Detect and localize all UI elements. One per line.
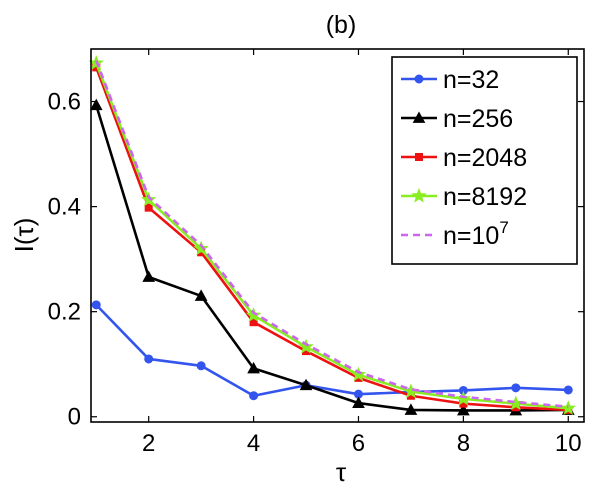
- legend-entry: n=256: [401, 105, 513, 133]
- data-point: [350, 366, 367, 382]
- data-point: [511, 383, 521, 393]
- x-tick-label: 4: [247, 430, 260, 457]
- x-tick-label: 10: [555, 430, 582, 457]
- data-point: [91, 300, 101, 310]
- legend-label: n=2048: [443, 144, 527, 172]
- data-point: [247, 361, 260, 374]
- data-point: [89, 98, 103, 111]
- data-point: [193, 240, 209, 256]
- data-point: [455, 390, 472, 406]
- data-point: [352, 396, 365, 408]
- data-point: [144, 354, 154, 364]
- x-tick-label: 8: [457, 430, 470, 457]
- data-point: [560, 400, 576, 415]
- data-point: [196, 361, 206, 371]
- data-point: [245, 307, 262, 322]
- data-point: [140, 191, 157, 207]
- plot-area-frame: [90, 48, 585, 423]
- x-axis-label: τ: [336, 457, 347, 487]
- data-point: [563, 385, 573, 395]
- legend-entry: n=107: [401, 218, 509, 250]
- legend-label-superscript: 7: [499, 218, 508, 237]
- data-point: [142, 270, 156, 282]
- data-point: [404, 403, 418, 415]
- axis-layer: 2 4 6 8 10 0 0.2 0.4 0.6: [48, 49, 584, 457]
- y-tick-label: 0.2: [48, 299, 81, 326]
- y-tick-label: 0.6: [48, 89, 81, 116]
- data-point: [299, 378, 313, 391]
- series-4: [95, 60, 569, 409]
- legend-marker: [415, 153, 423, 161]
- y-tick-label: 0: [68, 404, 81, 431]
- legend-marker: [414, 74, 424, 84]
- series-3: [88, 55, 576, 415]
- data-point: [298, 338, 314, 354]
- series-layer: [88, 55, 576, 416]
- series-line-0: [95, 303, 569, 398]
- legend-entries: n=32 n=256 n=2048 n=8192 n=107: [401, 66, 527, 250]
- series-line-4: [95, 60, 569, 409]
- data-point: [144, 203, 153, 212]
- data-point: [249, 391, 259, 401]
- x-tick-label: 2: [142, 430, 155, 457]
- legend-entry: n=2048: [401, 144, 527, 172]
- legend-marker: [412, 111, 426, 123]
- x-tick-label: 6: [352, 430, 365, 457]
- legend-entry: n=8192: [401, 183, 527, 211]
- legend-label: n=256: [443, 105, 513, 133]
- legend-label: n=32: [443, 66, 499, 94]
- y-axis-label: I(τ): [9, 218, 39, 253]
- data-point: [457, 403, 470, 416]
- legend-entry: n=32: [401, 66, 499, 94]
- legend-label: n=8192: [443, 183, 527, 211]
- series-line-2: [95, 66, 569, 412]
- legend-label: n=107: [443, 218, 509, 250]
- legend-marker: [411, 187, 427, 203]
- series-line-1: [94, 104, 569, 412]
- legend: n=32 n=256 n=2048 n=8192 n=107: [391, 56, 578, 265]
- y-tick-label: 0.4: [48, 194, 81, 221]
- series-0: [91, 300, 573, 401]
- chart-title: (b): [326, 11, 357, 39]
- data-point: [194, 289, 208, 301]
- series-line-3: [95, 62, 569, 410]
